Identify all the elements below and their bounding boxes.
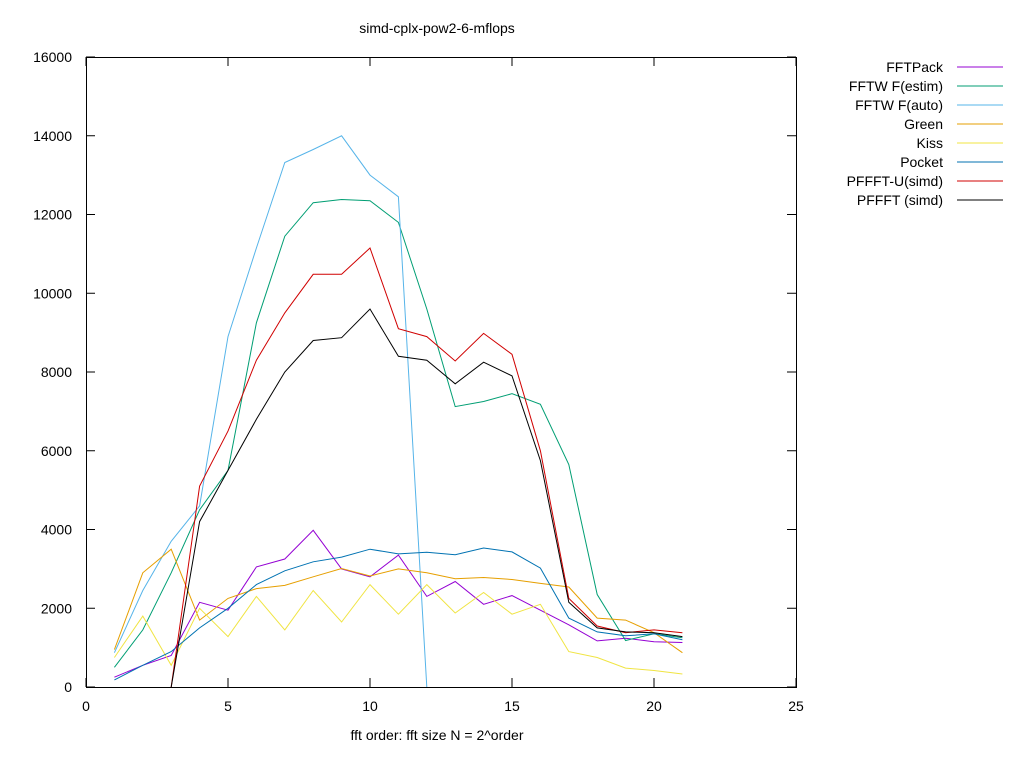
- legend-label: FFTW F(auto): [855, 97, 943, 113]
- y-tick-label: 2000: [41, 600, 72, 616]
- legend-label: FFTW F(estim): [849, 78, 943, 94]
- series-line-fftw-f-auto: [113, 135, 428, 688]
- axes: 0 2000 4000 6000 8000 10000 12000 14000 16000 0 5 1…: [33, 49, 804, 714]
- x-tick-label: 25: [788, 698, 804, 714]
- chart-title: simd-cplx-pow2-6-mflops: [359, 20, 515, 36]
- y-tick-label: 6000: [41, 443, 72, 459]
- legend-label: PFFFT-U(simd): [847, 173, 943, 189]
- series-line-pffft-u-simd: [170, 247, 683, 688]
- series-line-kiss: [113, 583, 683, 675]
- series-line-pocket: [114, 547, 683, 681]
- y-tick-label: 4000: [41, 522, 72, 538]
- legend: FFTPack FFTW F(estim) FFTW F(auto) Green Kis…: [847, 59, 1003, 208]
- legend-label: PFFFT (simd): [857, 192, 943, 208]
- x-tick-label: 10: [362, 698, 378, 714]
- y-tick-label: 8000: [41, 364, 72, 380]
- y-tick-label: 16000: [33, 49, 72, 65]
- series-line-pffft-simd: [170, 308, 683, 688]
- series-line-green: [113, 548, 683, 654]
- legend-label: Pocket: [900, 154, 943, 170]
- series-line-fftw-f-estim: [114, 198, 683, 668]
- y-tick-label: 14000: [33, 128, 72, 144]
- x-tick-label: 15: [504, 698, 520, 714]
- y-tick-label: 10000: [33, 285, 72, 301]
- legend-label: FFTPack: [886, 59, 944, 75]
- x-tick-label: 0: [82, 698, 90, 714]
- legend-label: Green: [904, 116, 943, 132]
- x-axis-label: fft order: fft size N = 2^order: [351, 727, 524, 743]
- y-tick-label: 0: [64, 679, 72, 695]
- legend-label: Kiss: [917, 135, 943, 151]
- series-line-fftpack: [114, 529, 683, 678]
- x-tick-label: 20: [646, 698, 662, 714]
- x-tick-label: 5: [224, 698, 232, 714]
- y-tick-label: 12000: [33, 207, 72, 223]
- series-lines: [113, 135, 683, 688]
